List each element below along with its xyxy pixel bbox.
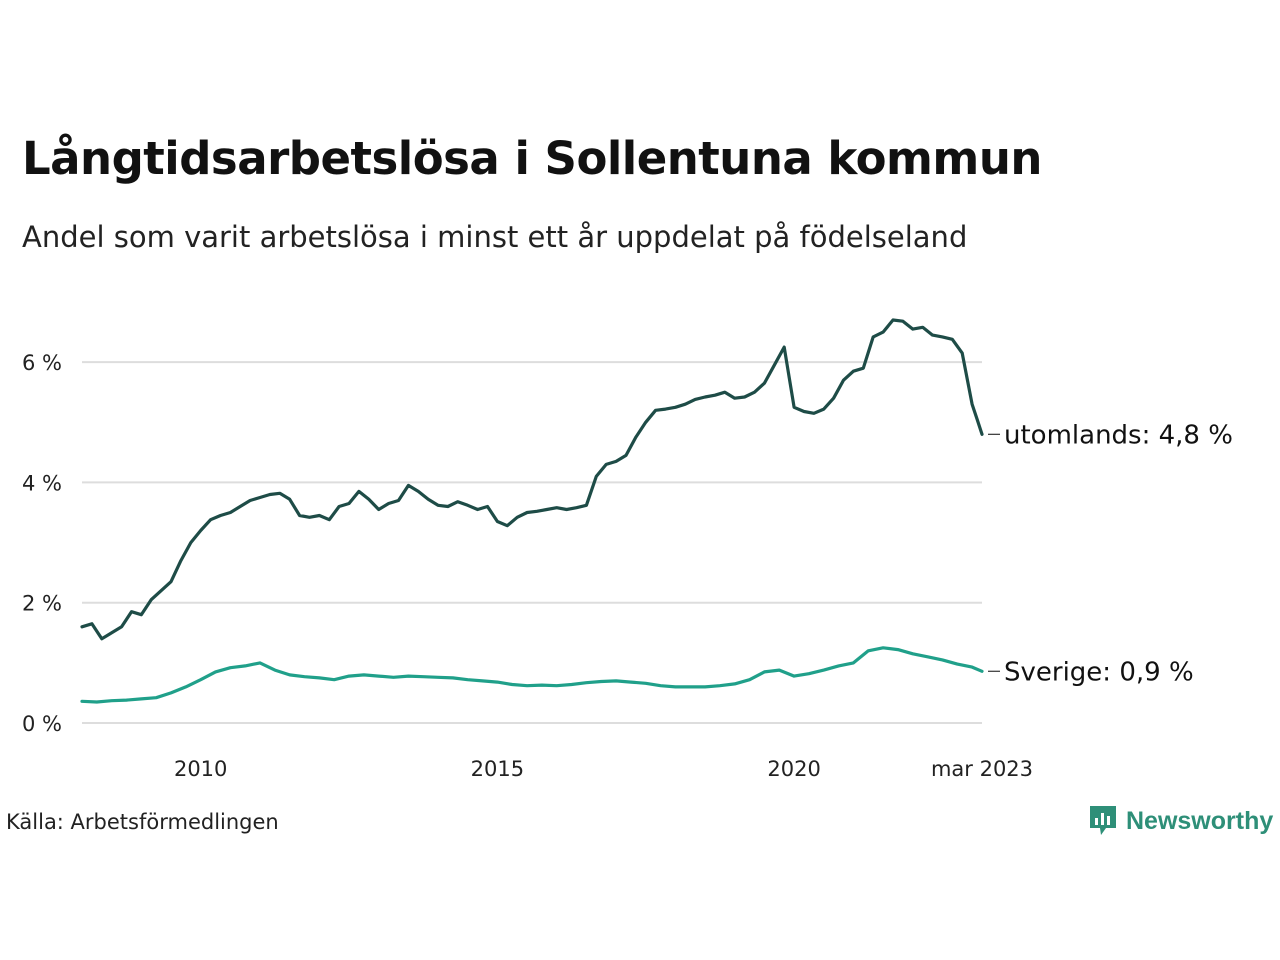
- brand-logo: Newsworthy: [1088, 804, 1273, 838]
- series-end-label: utomlands: 4,8 %: [1004, 420, 1233, 450]
- newsworthy-logo-icon: [1088, 804, 1118, 838]
- chart-subtitle: Andel som varit arbetslösa i minst ett å…: [22, 220, 968, 254]
- x-tick-label: 2010: [174, 757, 227, 781]
- brand-name: Newsworthy: [1126, 806, 1274, 835]
- chart-title: Långtidsarbetslösa i Sollentuna kommun: [22, 132, 1042, 185]
- series-line-utomlands: [80, 318, 984, 641]
- y-tick-label: 0 %: [22, 712, 62, 736]
- y-tick-label: 6 %: [22, 351, 62, 375]
- x-tick-label: mar 2023: [931, 757, 1033, 781]
- x-tick-label: 2015: [471, 757, 524, 781]
- series-end-label: Sverige: 0,9 %: [1004, 657, 1194, 687]
- y-tick-label: 2 %: [22, 592, 62, 616]
- y-tick-label: 4 %: [22, 471, 62, 495]
- source-note: Källa: Arbetsförmedlingen: [6, 810, 279, 834]
- series-line-sverige: [80, 646, 984, 704]
- x-tick-label: 2020: [767, 757, 820, 781]
